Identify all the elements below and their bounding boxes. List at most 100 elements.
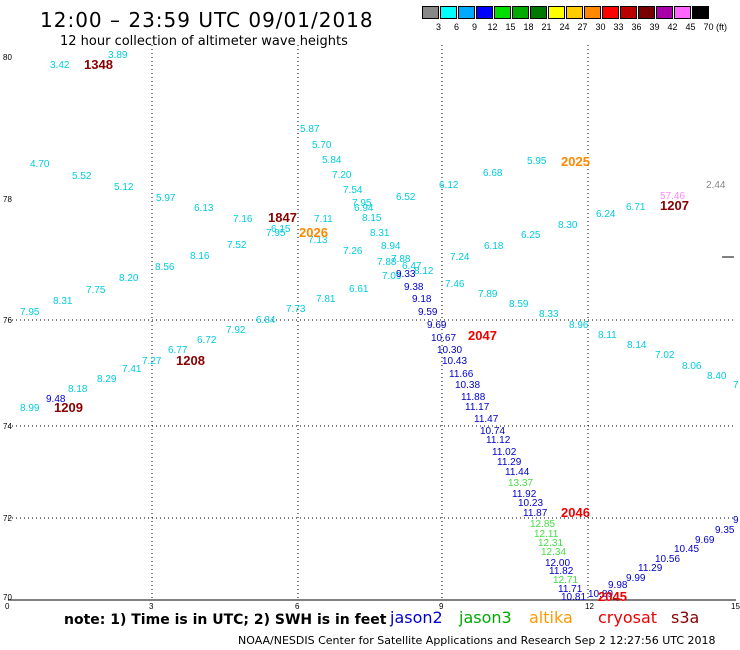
wave-height-reading: 5.70 [312, 140, 332, 151]
y-tick-label: 76 [3, 316, 12, 325]
legend-swatch [440, 6, 457, 19]
wave-height-reading: 6.47 [402, 261, 422, 272]
wave-height-reading: 7.88 [391, 254, 411, 265]
legend-label: 42 [667, 22, 678, 32]
y-tick-label: 80 [3, 53, 12, 62]
wave-height-reading: 5.95 [527, 156, 547, 167]
legend-swatch [620, 6, 637, 19]
wave-height-reading: 10.38 [455, 380, 480, 391]
legend-label: 21 [541, 22, 552, 32]
wave-height-reading: 8.31 [370, 228, 390, 239]
wave-height-reading: 9.33 [396, 269, 416, 280]
legend-unit: (ft) [716, 22, 727, 32]
legend-swatch [584, 6, 601, 19]
wave-height-reading: 8.16 [190, 251, 210, 262]
pass-time-label: 1348 [84, 57, 113, 72]
legend-label: 33 [613, 22, 624, 32]
wave-height-reading: 12.31 [538, 538, 563, 549]
wave-height-reading: 6.52 [396, 192, 416, 203]
wave-height-reading: 7.81 [316, 294, 336, 305]
wave-height-reading: 7.09 [382, 271, 402, 282]
wave-height-reading: 10.23 [518, 498, 543, 509]
map-title: 12:00 – 23:59 UTC 09/01/2018 [40, 8, 374, 32]
wave-height-reading: 7.26 [343, 246, 363, 257]
legend-label: 39 [649, 22, 660, 32]
wave-height-reading: 11.29 [497, 457, 522, 468]
map-subtitle: 12 hour collection of altimeter wave hei… [60, 34, 348, 49]
legend-label: 30 [595, 22, 606, 32]
wave-height-reading: 7.92 [226, 325, 246, 336]
wave-height-reading: 7.13 [308, 235, 328, 246]
legend-swatch [548, 6, 565, 19]
wave-height-reading: 7.95 [352, 198, 372, 209]
wave-height-legend: 3 6 9 12 15 18 21 24 27 30 33 36 39 42 45 70 (ft) [422, 6, 728, 36]
wave-height-reading: 7.27 [142, 356, 162, 367]
legend-swatch [692, 6, 709, 19]
wave-height-reading: 11.66 [449, 369, 474, 380]
wave-height-reading: 12.71 [553, 575, 578, 586]
wave-height-reading: 10.67 [431, 333, 456, 344]
wave-height-reading: 8.99 [20, 403, 40, 414]
wave-height-reading: 10.56 [655, 554, 680, 565]
pass-time-label: 2026 [299, 225, 328, 240]
wave-height-reading: 11.92 [512, 489, 537, 500]
wave-height-reading: 12.34 [541, 547, 566, 558]
wave-height-reading: 6.13 [194, 203, 214, 214]
wave-height-reading: 9.99 [626, 573, 646, 584]
wave-height-reading: 6.72 [197, 335, 217, 346]
wave-height-reading: 8.31 [53, 296, 73, 307]
wave-height-reading: 5.97 [156, 193, 176, 204]
x-tick-label: 12 [585, 602, 594, 611]
wave-height-reading: 11.12 [486, 435, 511, 446]
wave-height-reading: 9.69 [427, 320, 447, 331]
legend-label: 9 [471, 22, 477, 32]
legend-swatch [458, 6, 475, 19]
wave-height-reading: 6.24 [596, 209, 616, 220]
legend-swatch [638, 6, 655, 19]
wave-height-reading: 8.11 [598, 330, 617, 341]
wave-height-reading: 12.00 [545, 558, 570, 569]
wave-height-reading: 6.61 [349, 284, 369, 295]
satellite-label-jason2: jason2 [390, 608, 443, 627]
wave-height-reading: 11.44 [505, 467, 530, 478]
x-tick-label: 15 [731, 602, 740, 611]
wave-height-reading: 11.02 [492, 447, 517, 458]
wave-height-reading: 7.52 [227, 240, 247, 251]
wave-height-reading: 8.59 [509, 299, 529, 310]
legend-label: 24 [559, 22, 570, 32]
wave-height-reading: 7.75 [86, 285, 106, 296]
wave-height-reading: 11.17 [465, 402, 490, 413]
legend-label: 45 [685, 22, 696, 32]
wave-height-reading: 6.18 [484, 241, 504, 252]
pass-time-label: 2046 [561, 505, 590, 520]
wave-height-reading: 9.38 [404, 282, 424, 293]
wave-height-reading: 5.87 [300, 124, 320, 135]
legend-label: 3 [435, 22, 441, 32]
wave-height-reading: 6.94 [354, 203, 374, 214]
wave-height-reading: 6.68 [483, 168, 503, 179]
wave-height-reading: 11.88 [461, 392, 486, 403]
legend-label: 70 [703, 22, 714, 32]
wave-height-reading: 8.15 [362, 213, 382, 224]
wave-height-reading: 10.81 [561, 592, 586, 603]
wave-height-reading: 7 [733, 380, 739, 391]
wave-height-reading: 9.48 [46, 394, 66, 405]
wave-height-reading: 8.56 [155, 262, 175, 273]
wave-height-reading: 11.71 [558, 584, 583, 595]
satellite-label-cryosat: cryosat [598, 608, 658, 627]
legend-swatch [422, 6, 439, 19]
wave-height-reading: 12.85 [530, 519, 555, 530]
legend-label: 15 [505, 22, 516, 32]
wave-height-reading: 7.16 [233, 214, 253, 225]
pass-time-label: 1207 [660, 198, 689, 213]
wave-height-reading: 6.84 [256, 315, 276, 326]
y-tick-label: 78 [3, 195, 12, 204]
legend-swatch [602, 6, 619, 19]
wave-height-reading: 5.12 [114, 182, 134, 193]
legend-swatch [674, 6, 691, 19]
wave-height-reading: 8.33 [539, 309, 559, 320]
wave-height-reading: 9.35 [715, 525, 735, 536]
y-tick-label: 74 [3, 422, 12, 431]
wave-height-reading: 9.98 [608, 580, 628, 591]
